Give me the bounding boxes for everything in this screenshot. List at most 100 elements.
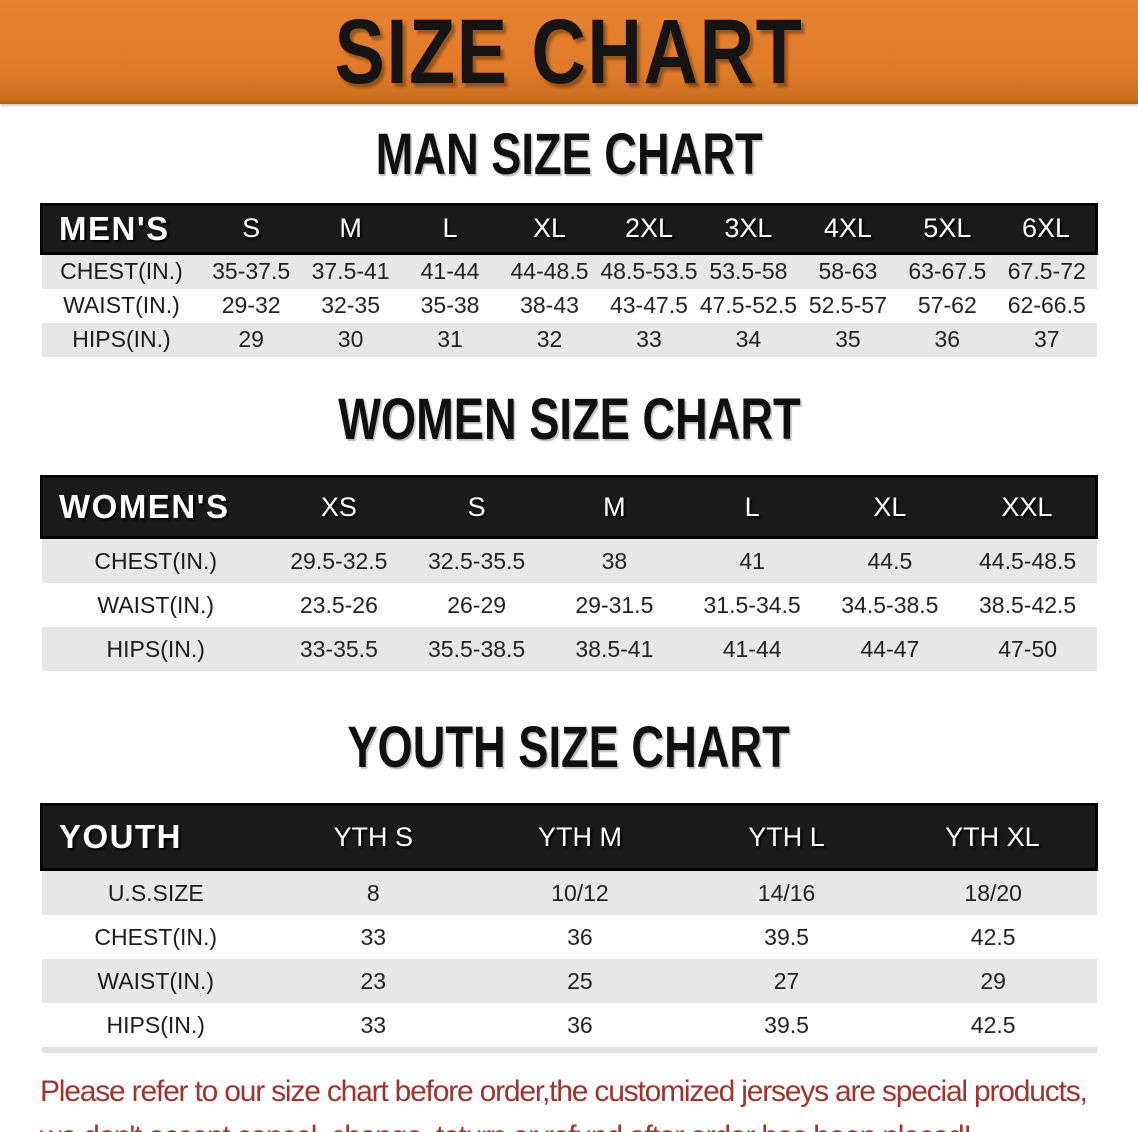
size-cell: 36	[567, 1011, 593, 1038]
banner-title: SIZE CHART	[334, 1, 804, 103]
table-row: HIPS(IN.) 29 30 31 32 33 34 35 36 37	[41, 322, 1097, 357]
table-header-bar: MEN'S S M L XL 2XL 3XL 4XL 5XL 6XL	[41, 204, 1097, 254]
size-column-header: S	[467, 491, 486, 522]
size-cell: 18/20	[964, 879, 1022, 906]
women-section-heading-text: WOMEN SIZE CHART	[337, 386, 801, 452]
size-column-header: 6XL	[1022, 213, 1071, 244]
size-cell: 53.5-58	[709, 258, 788, 285]
size-cell: 47-50	[998, 635, 1058, 662]
size-cell: 29.5-32.5	[290, 547, 388, 574]
size-cell: 35-37.5	[212, 258, 291, 285]
size-column-header: YTH S	[333, 821, 414, 852]
size-cell: 52.5-57	[808, 292, 887, 319]
size-cell: 41-44	[722, 635, 782, 662]
table-row: CHEST(IN.) 29.5-32.5 32.5-35.5 38 41 44.5 44.5…	[41, 537, 1097, 584]
size-column-header: XS	[320, 491, 357, 522]
size-cell: 62-66.5	[1007, 292, 1086, 319]
size-cell: 43-47.5	[609, 292, 688, 319]
size-cell: 25	[567, 967, 593, 994]
table-row: WAIST(IN.) 29-32 32-35 35-38 38-43 43-47.5 47.…	[41, 288, 1097, 323]
row-label: U.S.SIZE	[107, 879, 204, 906]
size-column-header: XL	[873, 491, 907, 522]
size-cell: 48.5-53.5	[600, 258, 698, 285]
size-cell: 38-43	[520, 292, 579, 319]
women-size-table: WOMEN'S XS S M L XL XXL CHEST(IN.) 29.5-32.5 32.5…	[40, 475, 1098, 672]
size-column-header: YTH L	[748, 821, 825, 852]
table-header-bar: WOMEN'S XS S M L XL XXL	[41, 476, 1097, 538]
size-cell: 63-67.5	[908, 258, 987, 285]
disclaimer: Please refer to our size chart before or…	[40, 1069, 1138, 1132]
youth-section-heading: YOUTH SIZE CHART	[0, 715, 1138, 782]
size-column-header: 2XL	[624, 213, 673, 244]
category-label: MEN'S	[59, 209, 170, 247]
size-cell: 27	[773, 967, 800, 994]
row-label: CHEST(IN.)	[94, 547, 218, 574]
size-cell: 23.5-26	[299, 591, 378, 618]
size-cell: 67.5-72	[1007, 258, 1086, 285]
men-size-table: MEN'S S M L XL 2XL 3XL 4XL 5XL 6XL CHEST(IN.) 35-37…	[40, 203, 1098, 357]
size-cell: 41-44	[420, 258, 480, 285]
size-column-header: L	[744, 491, 760, 522]
size-cell: 23	[360, 967, 387, 994]
size-cell: 36	[934, 326, 961, 353]
size-cell: 14/16	[757, 879, 816, 906]
size-cell: 33	[360, 923, 387, 950]
size-cell: 47.5-52.5	[699, 292, 798, 319]
size-cell: 44.5-48.5	[979, 547, 1077, 574]
size-cell: 38.5-41	[575, 635, 654, 662]
size-cell: 29-32	[221, 292, 281, 319]
youth-size-table: YOUTH YTH S YTH M YTH L YTH XL U.S.SIZE 8 10/12…	[40, 803, 1098, 1053]
category-label: YOUTH	[59, 818, 182, 856]
table-row: CHEST(IN.) 33 36 39.5 42.5	[41, 915, 1097, 960]
category-label: WOMEN'S	[59, 488, 230, 526]
row-label: HIPS(IN.)	[106, 635, 205, 662]
size-cell: 34	[735, 326, 762, 353]
size-cell: 44-47	[860, 635, 920, 662]
row-label: WAIST(IN.)	[97, 591, 215, 618]
size-column-header: YTH M	[537, 821, 622, 852]
row-label: CHEST(IN.)	[94, 923, 218, 950]
row-label: WAIST(IN.)	[63, 292, 180, 319]
size-column-header: XL	[532, 213, 567, 244]
size-cell: 34.5-38.5	[841, 591, 939, 618]
size-cell: 33	[360, 1011, 387, 1038]
size-cell: 41	[739, 547, 765, 574]
men-section-heading-text: MAN SIZE CHART	[375, 122, 763, 187]
table-row: WAIST(IN.) 23 25 27 29	[41, 959, 1097, 1004]
table-row: HIPS(IN.) 33-35.5 35.5-38.5 38.5-41 41-44 44-…	[41, 627, 1097, 672]
size-cell: 33	[636, 326, 662, 353]
size-cell: 44.5	[867, 547, 913, 574]
size-cell: 42.5	[970, 1011, 1016, 1038]
size-cell: 39.5	[764, 1011, 809, 1038]
size-cell: 10/12	[551, 879, 609, 906]
size-cell: 8	[366, 879, 380, 906]
size-cell: 39.5	[764, 923, 809, 950]
size-column-header: M	[339, 213, 362, 244]
size-cell: 31.5-34.5	[703, 591, 801, 618]
size-column-header: XXL	[1001, 491, 1053, 522]
size-cell: 29-31.5	[575, 591, 654, 618]
size-column-header: S	[242, 213, 261, 244]
size-cell: 58-63	[818, 258, 878, 285]
row-label: WAIST(IN.)	[97, 967, 215, 994]
size-cell: 35.5-38.5	[428, 635, 526, 662]
youth-section-heading-text: YOUTH SIZE CHART	[347, 715, 791, 781]
size-column-header: 4XL	[823, 213, 872, 244]
row-label: HIPS(IN.)	[106, 1011, 205, 1038]
size-cell: 33-35.5	[299, 635, 378, 662]
size-cell: 44-48.5	[510, 258, 589, 285]
size-column-header: YTH XL	[945, 821, 1040, 852]
table-row: HIPS(IN.) 33 36 39.5 42.5	[41, 1003, 1097, 1051]
size-cell: 36	[567, 923, 593, 950]
size-cell: 32	[536, 326, 563, 353]
size-cell: 42.5	[970, 923, 1016, 950]
size-column-header: L	[442, 213, 458, 244]
size-cell: 38.5-42.5	[979, 591, 1077, 618]
table-row: WAIST(IN.) 23.5-26 26-29 29-31.5 31.5-34.5 34…	[41, 583, 1097, 628]
size-cell: 32-35	[321, 292, 381, 319]
size-cell: 29	[980, 967, 1006, 994]
size-column-header: M	[603, 491, 626, 522]
size-column-header: 3XL	[724, 213, 773, 244]
table-header-bar: YOUTH YTH S YTH M YTH L YTH XL	[41, 804, 1097, 870]
